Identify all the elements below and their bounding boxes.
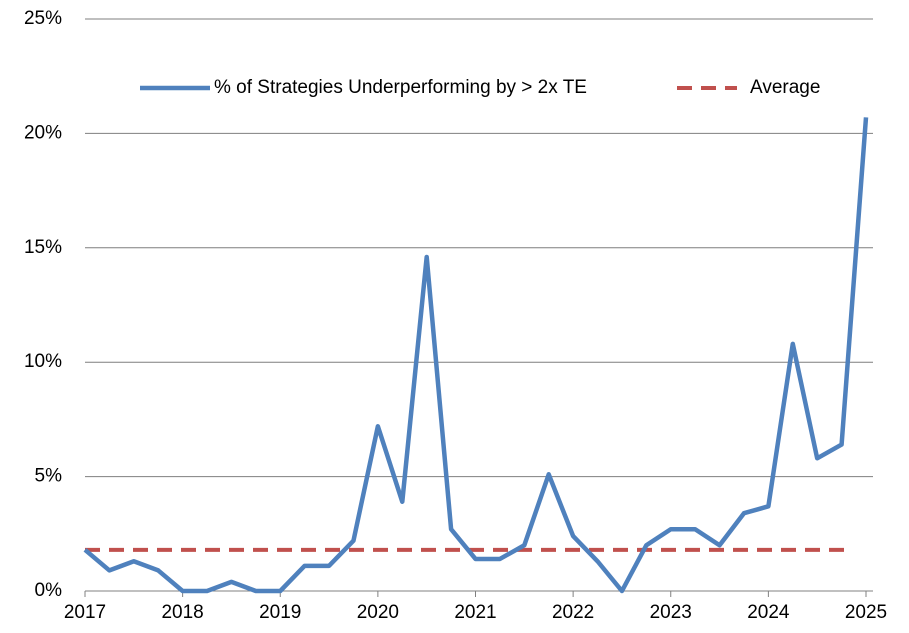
x-tick-label: 2024 xyxy=(747,602,790,623)
x-tick-label: 2017 xyxy=(64,602,106,623)
x-tick-label: 2019 xyxy=(259,602,301,623)
y-tick-label: 25% xyxy=(24,8,62,29)
y-tick-label: 5% xyxy=(35,466,63,487)
y-tick-label: 0% xyxy=(35,580,63,601)
y-tick-label: 15% xyxy=(24,237,62,258)
legend-label: Average xyxy=(750,77,820,98)
x-tick-label: 2021 xyxy=(454,602,496,623)
legend-label: % of Strategies Underperforming by > 2x … xyxy=(214,77,587,98)
x-tick-label: 2020 xyxy=(357,602,399,623)
x-tick-label: 2018 xyxy=(161,602,203,623)
x-tick-label: 2022 xyxy=(552,602,594,623)
x-tick-label: 2025 xyxy=(845,602,887,623)
y-tick-label: 20% xyxy=(24,122,62,143)
x-tick-label: 2023 xyxy=(650,602,692,623)
y-tick-label: 10% xyxy=(24,351,62,372)
data-line xyxy=(83,117,869,594)
